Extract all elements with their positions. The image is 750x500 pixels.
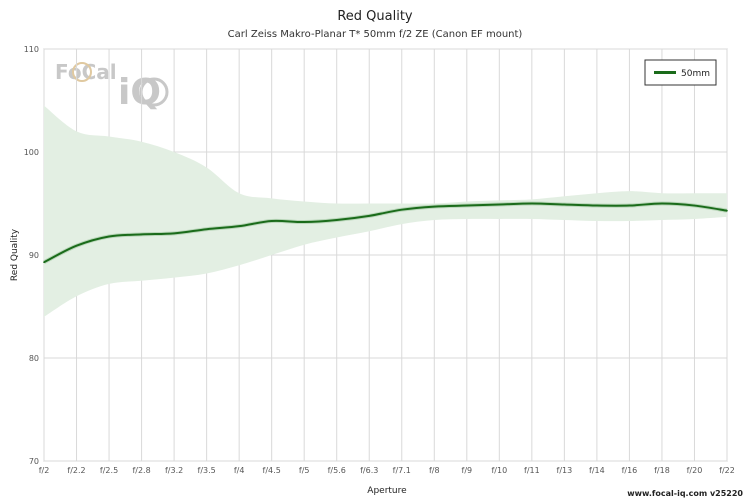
x-tick-label: f/2.5 — [100, 466, 118, 475]
data-point — [75, 244, 78, 247]
logo-ring-icon — [72, 62, 92, 82]
x-tick-label: f/5.6 — [328, 466, 346, 475]
y-tick-label: 70 — [29, 457, 39, 466]
data-point — [270, 220, 273, 222]
x-tick-label: f/2 — [39, 466, 50, 475]
data-point — [108, 235, 110, 238]
data-point — [140, 233, 143, 236]
x-tick-label: f/2.8 — [132, 466, 150, 475]
data-point — [433, 205, 436, 208]
legend-label: 50mm — [681, 69, 710, 79]
chart-subtitle: Carl Zeiss Makro-Planar T* 50mm f/2 ZE (… — [228, 29, 523, 40]
series-lines — [43, 201, 728, 264]
x-tick-label: f/3.5 — [198, 466, 216, 475]
x-tick-label: f/5 — [299, 466, 310, 475]
focal-iq-logo: FoCal iQ — [55, 60, 169, 113]
x-tick-label: f/22 — [719, 466, 735, 475]
x-axis-label: Aperture — [367, 486, 407, 496]
data-point — [693, 204, 696, 207]
x-tick-label: f/7.1 — [393, 466, 411, 475]
data-point — [596, 204, 598, 207]
y-tick-label: 110 — [24, 45, 39, 54]
y-tick-label: 80 — [29, 354, 39, 363]
series-line-50mm — [43, 202, 728, 264]
legend: 50mm — [644, 59, 717, 86]
data-point — [335, 219, 338, 221]
x-tick-label: f/10 — [491, 466, 507, 475]
axis-ticks: f/2 f/2.2 f/2.5 f/2.8 f/3.2 f/3.5 f/4 f/4.5 f/5 f… — [24, 45, 735, 475]
x-tick-label: f/3.2 — [165, 466, 183, 475]
data-point — [563, 203, 566, 206]
x-tick-label: f/4 — [234, 466, 245, 475]
x-tick-label: f/16 — [622, 466, 638, 475]
x-tick-label: f/6.3 — [360, 466, 378, 475]
data-point — [368, 215, 371, 217]
data-point — [498, 203, 501, 206]
x-tick-label: f/14 — [589, 466, 605, 475]
x-tick-label: f/13 — [557, 466, 573, 475]
data-point — [661, 202, 663, 205]
data-point — [726, 209, 728, 212]
data-point — [43, 261, 45, 264]
data-point — [628, 204, 631, 207]
x-tick-label: f/18 — [654, 466, 670, 475]
data-point — [466, 204, 468, 207]
y-axis-label: Red Quality — [10, 228, 20, 281]
data-point — [303, 221, 305, 223]
x-tick-label: f/2.2 — [67, 466, 85, 475]
data-point — [400, 208, 403, 211]
data-point — [238, 225, 240, 227]
data-point — [205, 228, 208, 231]
x-tick-label: f/9 — [462, 466, 473, 475]
data-point — [531, 202, 533, 205]
y-tick-label: 100 — [24, 148, 39, 157]
logo-lens-icon — [139, 77, 169, 107]
x-tick-label: f/8 — [429, 466, 440, 475]
y-tick-label: 90 — [29, 251, 39, 260]
x-tick-label: f/20 — [687, 466, 703, 475]
x-tick-label: f/11 — [524, 466, 540, 475]
x-tick-label: f/4.5 — [263, 466, 281, 475]
chart-title: Red Quality — [337, 9, 413, 24]
data-point — [173, 232, 175, 235]
site-credit: www.focal-iq.com v25220 — [627, 489, 743, 498]
